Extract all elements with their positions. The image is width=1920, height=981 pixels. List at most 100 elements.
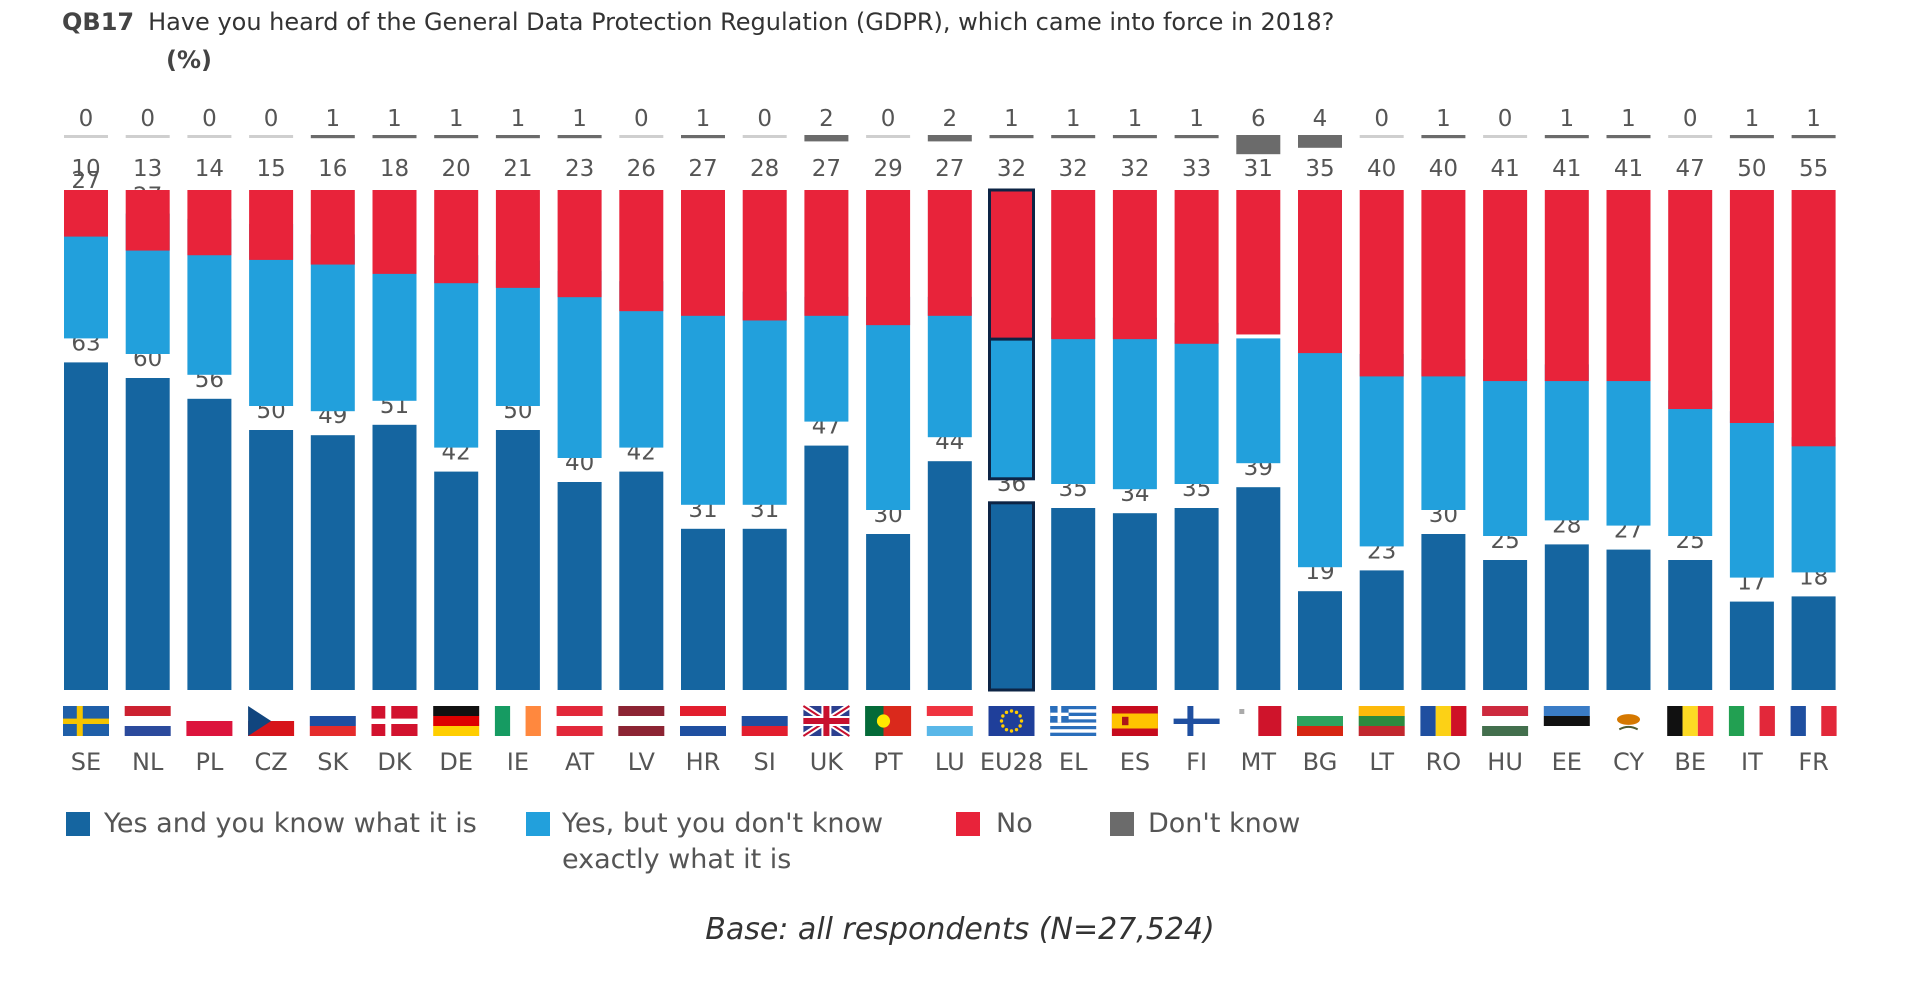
label-no-lv: 26 bbox=[627, 156, 656, 182]
category-label-hr: HR bbox=[686, 748, 721, 776]
bar-dk-hr bbox=[681, 135, 725, 139]
label-no-hu: 41 bbox=[1490, 156, 1519, 182]
category-label-ie: IE bbox=[507, 748, 529, 776]
flag-nl bbox=[124, 706, 171, 716]
flag-es bbox=[1111, 713, 1158, 729]
bar-know-be bbox=[1668, 560, 1713, 690]
category-label-lv: LV bbox=[628, 748, 656, 776]
bar-know-it bbox=[1729, 601, 1774, 690]
label-no-nl: 13 bbox=[133, 156, 162, 182]
bar-dk-at bbox=[557, 135, 602, 139]
label-dk-es: 1 bbox=[1128, 106, 1143, 132]
flag-at bbox=[556, 706, 603, 716]
flag-sk bbox=[309, 716, 356, 726]
bar-know-sk bbox=[310, 435, 355, 690]
bar-know-lv bbox=[619, 471, 664, 690]
bar-know-lu bbox=[927, 461, 972, 690]
legend-item-dk: Don't know bbox=[1110, 806, 1300, 842]
flag-se bbox=[63, 718, 109, 724]
label-dk-eu28: 1 bbox=[1004, 106, 1019, 132]
flag-el bbox=[1050, 716, 1097, 720]
bar-dk-eu28 bbox=[989, 135, 1034, 139]
bar-no-ie bbox=[495, 190, 540, 288]
flag-at bbox=[556, 726, 603, 736]
bar-no-be bbox=[1668, 190, 1713, 410]
flag-sk bbox=[309, 726, 356, 736]
bar-know-nl bbox=[125, 378, 170, 690]
flag-pt bbox=[865, 706, 884, 736]
bar-partial-si bbox=[742, 291, 787, 505]
bar-know-fr bbox=[1791, 596, 1836, 690]
bar-dk-uk bbox=[804, 135, 849, 142]
bar-dk-bg bbox=[1298, 135, 1342, 148]
label-dk-nl: 0 bbox=[140, 106, 155, 132]
category-label-fi: FI bbox=[1186, 748, 1207, 776]
label-no-cz: 15 bbox=[256, 156, 285, 182]
bar-no-it bbox=[1729, 190, 1774, 423]
category-label-de: DE bbox=[439, 748, 473, 776]
bar-no-cz bbox=[249, 190, 294, 260]
bar-no-bg bbox=[1298, 190, 1342, 354]
bar-dk-mt bbox=[1236, 135, 1281, 155]
bar-know-uk bbox=[804, 445, 849, 690]
flag-sk bbox=[309, 706, 356, 716]
bar-dk-pl bbox=[187, 135, 232, 138]
flag-fi bbox=[1173, 718, 1220, 724]
label-dk-ro: 1 bbox=[1436, 106, 1451, 132]
flag-hu bbox=[1482, 716, 1529, 726]
label-dk-dk: 1 bbox=[387, 106, 402, 132]
bar-dk-dk bbox=[372, 135, 417, 139]
bar-partial-at bbox=[557, 270, 602, 458]
flag-si bbox=[741, 716, 788, 726]
label-dk-cy: 1 bbox=[1621, 106, 1636, 132]
category-label-el: EL bbox=[1059, 748, 1088, 776]
label-dk-uk: 2 bbox=[819, 106, 834, 132]
label-dk-fr: 1 bbox=[1806, 106, 1821, 132]
label-dk-fi: 1 bbox=[1189, 106, 1204, 132]
bar-know-mt bbox=[1236, 487, 1281, 690]
flag-ee bbox=[1543, 726, 1590, 736]
flag-lv bbox=[618, 716, 665, 726]
category-label-nl: NL bbox=[132, 748, 164, 776]
bar-no-ee bbox=[1544, 190, 1589, 382]
bar-dk-de bbox=[434, 135, 479, 139]
label-dk-it: 1 bbox=[1745, 106, 1760, 132]
flag-el bbox=[1050, 732, 1097, 736]
flag-be bbox=[1667, 706, 1683, 736]
flag-el bbox=[1050, 712, 1069, 716]
label-no-ie: 21 bbox=[503, 156, 532, 182]
bar-dk-lt bbox=[1359, 135, 1404, 138]
legend-item-know: Yes and you know what it is bbox=[66, 806, 477, 842]
flag-de bbox=[433, 716, 480, 726]
label-dk-ee: 1 bbox=[1559, 106, 1574, 132]
flag-ro bbox=[1435, 706, 1452, 736]
label-dk-lt: 0 bbox=[1374, 106, 1389, 132]
bar-dk-ie bbox=[495, 135, 540, 139]
flag-hr bbox=[680, 726, 726, 736]
category-label-eu28: EU28 bbox=[980, 748, 1043, 776]
bar-no-mt bbox=[1236, 190, 1281, 335]
category-label-it: IT bbox=[1741, 748, 1763, 776]
bar-no-se bbox=[64, 190, 108, 237]
bar-partial-el bbox=[1051, 317, 1096, 484]
flag-bg bbox=[1297, 716, 1343, 726]
bar-dk-ee bbox=[1544, 135, 1589, 139]
bar-know-fi bbox=[1174, 508, 1219, 690]
label-dk-hu: 0 bbox=[1498, 106, 1513, 132]
category-label-at: AT bbox=[565, 748, 595, 776]
flag-eu28 bbox=[1004, 727, 1009, 732]
category-label-bg: BG bbox=[1303, 748, 1338, 776]
label-no-pl: 14 bbox=[195, 156, 224, 182]
label-partial-se: 27 bbox=[71, 168, 100, 194]
bar-no-si bbox=[742, 190, 787, 321]
label-no-at: 23 bbox=[565, 156, 594, 182]
flag-eu28 bbox=[1009, 729, 1014, 733]
bar-know-ro bbox=[1421, 534, 1466, 690]
bar-dk-hu bbox=[1483, 135, 1528, 138]
label-no-dk: 18 bbox=[380, 156, 409, 182]
legend-swatch-dont-know-exactly bbox=[526, 812, 550, 836]
bar-know-el bbox=[1051, 508, 1096, 690]
bar-partial-it bbox=[1729, 411, 1774, 578]
bar-dk-es bbox=[1112, 135, 1157, 139]
flag-si bbox=[741, 706, 788, 716]
